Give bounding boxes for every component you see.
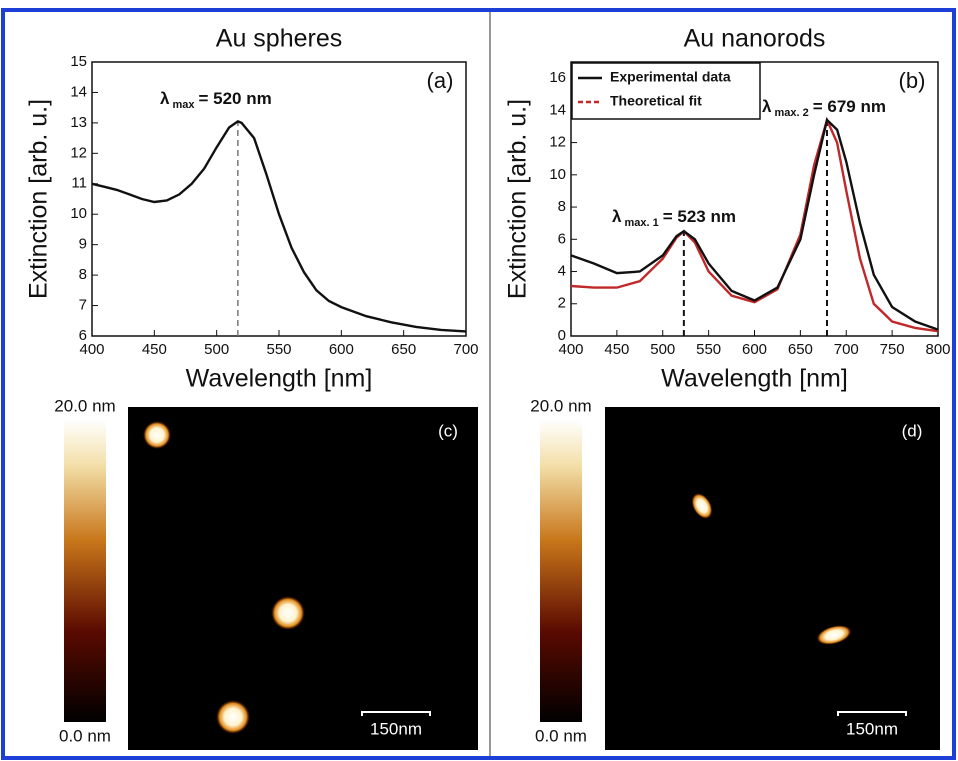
scale-bar-label: 150nm bbox=[370, 719, 422, 738]
chart-title: Au spheres bbox=[216, 25, 342, 53]
colorbar-max: 20.0 nm bbox=[530, 396, 591, 415]
y-tick-label: 14 bbox=[70, 83, 87, 100]
panel-label: (a) bbox=[427, 68, 454, 93]
x-tick-label: 700 bbox=[834, 341, 859, 358]
annotation-text: = 523 nm bbox=[663, 207, 736, 226]
y-tick-label: 4 bbox=[558, 262, 566, 279]
annotation-subscript: max bbox=[172, 99, 195, 111]
y-tick-label: 10 bbox=[70, 205, 87, 222]
x-tick-label: 600 bbox=[329, 341, 354, 358]
y-tick-label: 13 bbox=[70, 114, 87, 131]
legend-label: Experimental data bbox=[610, 69, 731, 85]
annotation-text: = 520 nm bbox=[199, 89, 272, 108]
series-line bbox=[92, 121, 466, 331]
plot-frame bbox=[92, 62, 466, 336]
legend-label: Theoretical fit bbox=[610, 93, 702, 109]
x-tick-label: 550 bbox=[266, 341, 291, 358]
colorbar-max: 20.0 nm bbox=[54, 396, 115, 415]
figure: 20.0 nm 0.0 nm (c) 150nm 20.0 nm 0.0 nm … bbox=[0, 0, 958, 761]
y-tick-label: 10 bbox=[549, 166, 566, 183]
y-tick-label: 12 bbox=[549, 134, 566, 151]
colorbar-min: 0.0 nm bbox=[59, 726, 111, 745]
y-tick-label: 16 bbox=[549, 69, 566, 86]
x-tick-label: 650 bbox=[391, 341, 416, 358]
x-tick-label: 650 bbox=[788, 341, 813, 358]
annotation-subscript: max. 2 bbox=[774, 107, 808, 119]
x-axis-label: Wavelength [nm] bbox=[186, 365, 373, 393]
x-tick-label: 400 bbox=[558, 341, 583, 358]
y-tick-label: 6 bbox=[558, 230, 566, 247]
particle bbox=[216, 700, 250, 734]
particle bbox=[271, 596, 305, 630]
x-tick-label: 450 bbox=[142, 341, 167, 358]
y-tick-label: 2 bbox=[558, 295, 566, 312]
annotation-symbol: λ bbox=[160, 89, 170, 108]
annotation-symbol: λ bbox=[762, 97, 772, 116]
y-tick-label: 8 bbox=[558, 198, 566, 215]
colorbar bbox=[540, 420, 582, 722]
panel-label: (b) bbox=[899, 68, 926, 93]
y-tick-label: 15 bbox=[70, 53, 87, 70]
y-tick-label: 12 bbox=[70, 144, 87, 161]
particle bbox=[143, 421, 171, 449]
y-axis-label: Extinction [arb. u.] bbox=[25, 99, 53, 299]
x-tick-label: 750 bbox=[880, 341, 905, 358]
annotation-text: = 679 nm bbox=[813, 97, 886, 116]
x-tick-label: 500 bbox=[650, 341, 675, 358]
panel-label: (c) bbox=[438, 421, 458, 440]
x-tick-label: 550 bbox=[696, 341, 721, 358]
y-axis-label: Extinction [arb. u.] bbox=[504, 99, 532, 299]
annotation-symbol: λ bbox=[612, 207, 622, 226]
y-tick-label: 7 bbox=[79, 297, 87, 314]
y-tick-label: 8 bbox=[79, 266, 87, 283]
x-tick-label: 500 bbox=[204, 341, 229, 358]
colorbar bbox=[64, 420, 106, 722]
scale-bar-label: 150nm bbox=[846, 719, 898, 738]
x-tick-label: 600 bbox=[742, 341, 767, 358]
panel-label: (d) bbox=[902, 421, 923, 440]
y-tick-label: 9 bbox=[79, 236, 87, 253]
colorbar-min: 0.0 nm bbox=[535, 726, 587, 745]
afm-image bbox=[605, 407, 940, 750]
x-tick-label: 800 bbox=[925, 341, 950, 358]
chart-title: Au nanorods bbox=[684, 25, 826, 53]
annotation-subscript: max. 1 bbox=[624, 217, 658, 229]
x-tick-label: 400 bbox=[79, 341, 104, 358]
y-tick-label: 11 bbox=[71, 175, 87, 192]
afm-image bbox=[128, 407, 478, 750]
y-tick-label: 14 bbox=[549, 101, 566, 118]
x-axis-label: Wavelength [nm] bbox=[661, 365, 848, 393]
x-tick-label: 450 bbox=[604, 341, 629, 358]
x-tick-label: 700 bbox=[453, 341, 478, 358]
